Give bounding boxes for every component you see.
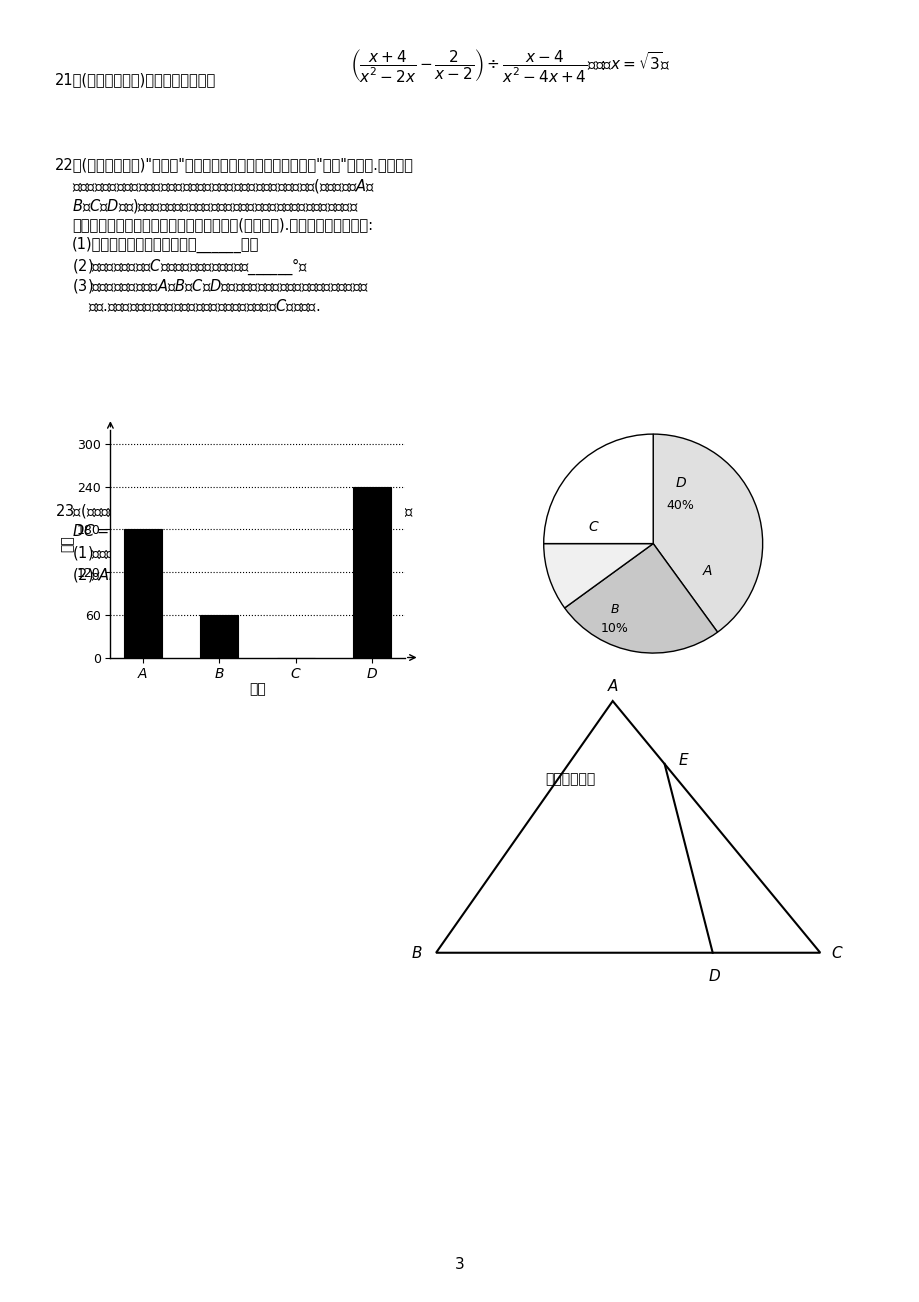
Text: (1)本次参加抽样调查的居民有______人；: (1)本次参加抽样调查的居民有______人； [72, 237, 259, 253]
Text: $E$: $E$ [677, 751, 688, 768]
Text: $C$: $C$ [831, 945, 843, 961]
Text: $D$: $D$ [708, 969, 720, 984]
Text: 22．(本题满分７分)"端午节"是我国的传统佳节，民间历来有吃"粽子"的习俗.我市某食: 22．(本题满分７分)"端午节"是我国的传统佳节，民间历来有吃"粽子"的习俗.我… [55, 158, 414, 172]
Text: (1)求证：△$ABC$∽△$DEC$；: (1)求证：△$ABC$∽△$DEC$； [72, 544, 219, 562]
Wedge shape [543, 434, 652, 544]
Bar [353, 487, 391, 658]
Text: （第２３题）: （第２３题） [544, 772, 595, 786]
Text: D: D [675, 477, 686, 491]
Text: (2)若$AB=5$，$AE=1$，$DE=3$，求$BC$的长.: (2)若$AB=5$，$AE=1$，$DE=3$，求$BC$的长. [72, 566, 309, 585]
Text: B: B [610, 603, 618, 616]
Text: $DC=DE$．: $DC=DE$． [72, 522, 142, 539]
Text: 23．(本题满分７分)如图，在△$ABC$中，$AB=AC$，点$D$、$E$分别在$BC$、$AC$上，且: 23．(本题满分７分)如图，在△$ABC$中，$AB=AC$，点$D$、$E$分… [55, 503, 414, 519]
Text: 品厂为了解市民对去年销量较好的肉馅粽、豆沙馅粽、红枣馅粽、蛋黄馅粽(以下分别用$A$、: 品厂为了解市民对去年销量较好的肉馅粽、豆沙馅粽、红枣馅粽、蛋黄馅粽(以下分别用$… [72, 177, 375, 195]
Text: 调查，并将调查情况绘制成如下两幅统计图(尚不完整).请根据以上信息回答:: 调查，并将调查情况绘制成如下两幅统计图(尚不完整).请根据以上信息回答: [72, 217, 373, 232]
Text: $B$、$C$、$D$表示)这四种不同口味粽子的喜爱情况，在节前对某居民区市民进行了抽样: $B$、$C$、$D$表示)这四种不同口味粽子的喜爱情况，在节前对某居民区市民进… [72, 197, 358, 215]
Wedge shape [652, 434, 762, 633]
Text: $B$: $B$ [411, 945, 423, 961]
Text: (2)在扇形统计图中，$C$类型所占的圆心角的度数是______°；: (2)在扇形统计图中，$C$类型所占的圆心角的度数是______°； [72, 256, 308, 277]
Text: C: C [587, 521, 597, 534]
Wedge shape [564, 544, 717, 654]
Wedge shape [543, 543, 652, 608]
Text: 10%: 10% [600, 622, 628, 635]
Bar [124, 530, 162, 658]
Text: $A$: $A$ [606, 678, 618, 694]
Bar [200, 615, 238, 658]
Text: $\left(\dfrac{x+4}{x^2-2x}-\dfrac{2}{x-2}\right)\div\dfrac{x-4}{x^2-4x+4}$，其中$x=: $\left(\dfrac{x+4}{x^2-2x}-\dfrac{2}{x-2… [349, 47, 670, 85]
Text: (3)若有外型完全相同的$A$、$B$、$C$、$D$粽各一个，煮熟后，小王吃了一个，准备吃第: (3)若有外型完全相同的$A$、$B$、$C$、$D$粽各一个，煮熟后，小王吃了… [72, 277, 369, 296]
X-axis label: 类型: 类型 [249, 682, 266, 697]
Text: 40%: 40% [666, 499, 694, 512]
Text: 3: 3 [455, 1256, 464, 1272]
Text: A: A [702, 564, 712, 578]
Y-axis label: 人数: 人数 [60, 535, 74, 552]
Text: 21．(本题满分６分)先化简，再求值：: 21．(本题满分６分)先化简，再求值： [55, 72, 216, 87]
Text: 二个.用列表或画树状图的方法，求他第二个吃到的恰好是$C$粽的概率.: 二个.用列表或画树状图的方法，求他第二个吃到的恰好是$C$粽的概率. [88, 297, 320, 314]
